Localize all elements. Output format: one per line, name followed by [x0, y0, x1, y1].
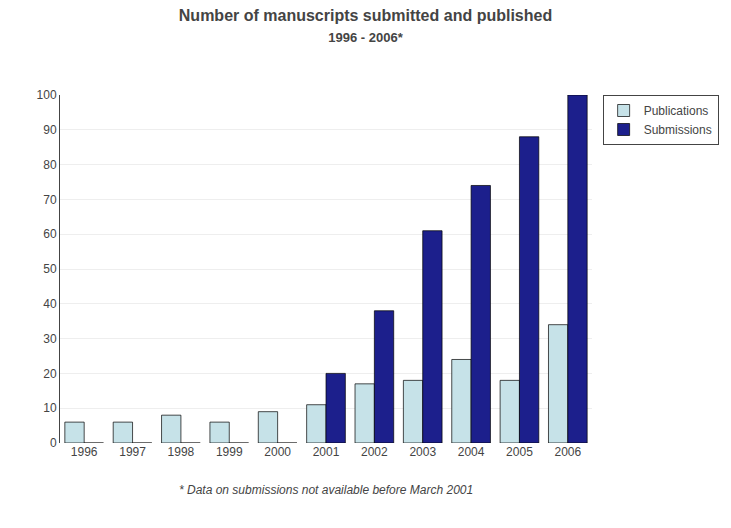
svg-text:2002: 2002 — [361, 445, 388, 459]
svg-text:2000: 2000 — [264, 445, 291, 459]
svg-text:20: 20 — [43, 367, 57, 381]
svg-text:80: 80 — [43, 158, 57, 172]
svg-text:30: 30 — [43, 332, 57, 346]
svg-text:2005: 2005 — [506, 445, 533, 459]
svg-text:60: 60 — [43, 227, 57, 241]
svg-text:100: 100 — [37, 88, 57, 102]
svg-text:* Data on submissions not avai: * Data on submissions not available befo… — [179, 483, 473, 497]
svg-text:2004: 2004 — [458, 445, 485, 459]
svg-text:10: 10 — [43, 401, 57, 415]
svg-text:40: 40 — [43, 297, 57, 311]
svg-text:1996: 1996 — [71, 445, 98, 459]
svg-text:1998: 1998 — [168, 445, 195, 459]
svg-text:Publications: Publications — [644, 104, 709, 118]
svg-text:Number of manuscripts submitte: Number of manuscripts submitted and publ… — [179, 7, 552, 45]
svg-text:0: 0 — [50, 436, 57, 450]
svg-text:1997: 1997 — [119, 445, 146, 459]
svg-text:90: 90 — [43, 123, 57, 137]
svg-text:70: 70 — [43, 193, 57, 207]
svg-text:Submissions: Submissions — [644, 123, 712, 137]
svg-text:2003: 2003 — [409, 445, 436, 459]
svg-text:50: 50 — [43, 262, 57, 276]
svg-text:1999: 1999 — [216, 445, 243, 459]
svg-text:2001: 2001 — [313, 445, 340, 459]
svg-text:2006: 2006 — [554, 445, 581, 459]
